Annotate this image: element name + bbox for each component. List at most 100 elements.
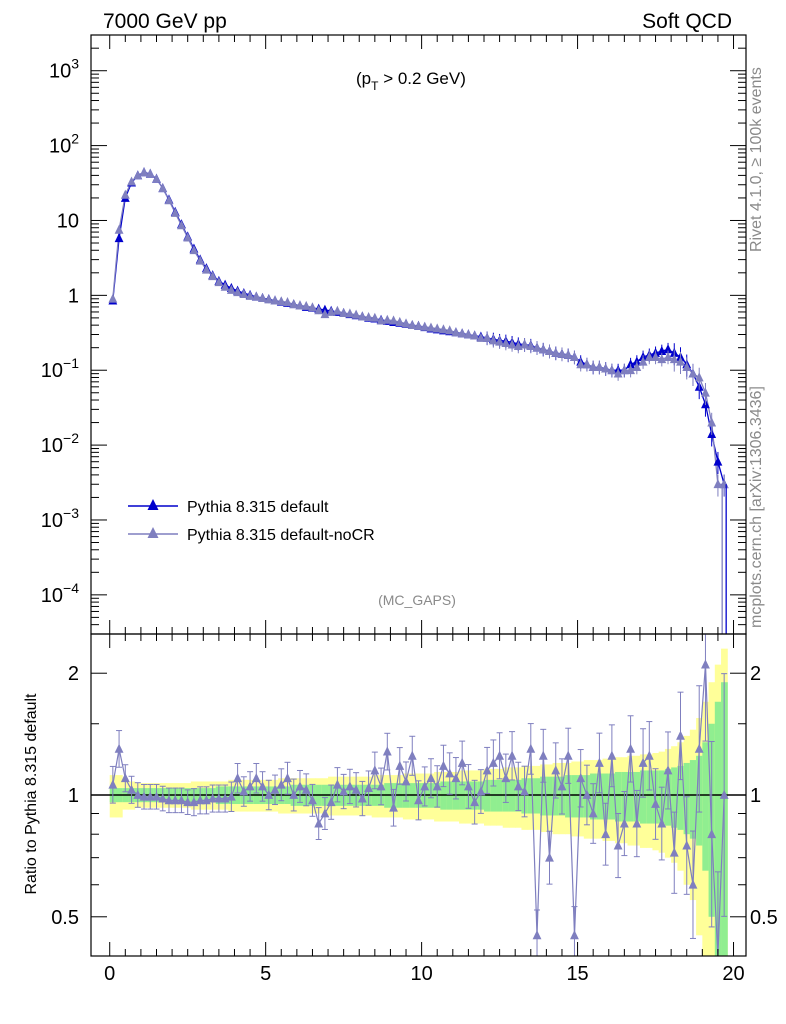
marker-nocr — [389, 315, 398, 325]
marker-nocr — [507, 339, 517, 349]
marker-nocr — [439, 324, 448, 334]
y-tick-label: 10−3 — [41, 505, 79, 532]
marker-nocr — [308, 302, 317, 312]
legend-marker-nocr — [147, 527, 159, 538]
ratio-marker — [245, 781, 255, 791]
ratio-marker — [183, 796, 193, 807]
marker-nocr — [676, 356, 685, 366]
y-tick-label: 0.5 — [51, 907, 79, 929]
header-left-label: 7000 GeV pp — [103, 10, 227, 33]
mcplots-reference-label: mcplots.cern.ch [arXiv:1306.3436] — [748, 386, 765, 628]
marker-nocr — [451, 327, 461, 337]
ratio-marker — [320, 808, 330, 818]
marker-nocr — [651, 351, 660, 361]
marker-nocr — [264, 294, 274, 304]
ratio-marker — [283, 773, 292, 783]
marker-nocr — [214, 276, 224, 287]
marker-nocr — [407, 319, 417, 330]
marker-nocr — [208, 271, 218, 281]
y-tick-label: 103 — [49, 56, 79, 83]
ratio-marker — [582, 789, 592, 799]
marker-nocr — [158, 182, 168, 193]
band-inner — [527, 778, 535, 814]
marker-nocr — [463, 329, 473, 339]
ratio-marker — [445, 768, 455, 778]
marker-nocr — [682, 361, 692, 372]
marker-nocr — [345, 308, 355, 318]
marker-nocr — [563, 349, 573, 359]
ratio-marker — [476, 786, 486, 796]
y-tick-label-right: 2 — [750, 663, 761, 685]
ratio-marker — [276, 779, 286, 789]
ratio-marker — [239, 786, 249, 796]
ratio-marker — [451, 773, 461, 783]
ratio-marker — [226, 791, 236, 801]
marker-nocr — [551, 347, 561, 357]
legend-marker-default — [147, 499, 159, 510]
ratio-marker — [295, 781, 305, 791]
x-tick-label: 20 — [722, 963, 744, 985]
marker-nocr — [632, 361, 642, 372]
band-inner — [602, 773, 610, 820]
y-tick-label: 10−1 — [41, 355, 79, 382]
marker-nocr — [420, 321, 430, 331]
marker-nocr — [445, 325, 455, 335]
marker-nocr — [669, 354, 679, 364]
ratio-marker — [507, 750, 517, 760]
ratio-marker — [632, 818, 642, 828]
marker-nocr — [401, 318, 411, 328]
marker-nocr — [133, 170, 143, 180]
marker-nocr — [482, 332, 492, 342]
marker-default — [626, 359, 636, 369]
x-tick-label: 10 — [410, 963, 432, 985]
y-tick-label: 1 — [68, 785, 79, 807]
marker-nocr — [501, 337, 511, 348]
marker-nocr — [520, 339, 529, 349]
marker-nocr — [532, 342, 542, 352]
marker-default — [713, 456, 723, 466]
band-inner — [714, 701, 722, 956]
ratio-marker — [644, 750, 654, 760]
y-tick-label-right: 0.5 — [750, 907, 778, 929]
marker-nocr — [713, 479, 723, 489]
ratio-marker — [551, 765, 561, 775]
ratio-marker — [145, 791, 155, 801]
marker-nocr — [644, 351, 654, 361]
marker-nocr — [251, 291, 261, 301]
marker-nocr — [470, 330, 480, 340]
marker-nocr — [332, 305, 342, 315]
legend-label-default: Pythia 8.315 default — [187, 499, 329, 516]
marker-nocr — [239, 288, 249, 298]
ratio-marker — [701, 659, 710, 669]
ratio-marker — [545, 852, 554, 862]
marker-nocr — [495, 336, 505, 346]
marker-nocr — [545, 345, 554, 356]
marker-nocr — [233, 287, 243, 297]
marker-nocr — [457, 328, 467, 338]
ratio-marker — [351, 784, 361, 794]
ratio-marker — [669, 847, 679, 857]
ratio-ylabel: Ratio to Pythia 8.315 default — [23, 693, 40, 895]
marker-nocr — [395, 316, 405, 326]
ratio-marker — [382, 746, 392, 756]
y-tick-label: 10 — [57, 210, 79, 232]
band-inner — [533, 778, 541, 814]
marker-nocr — [189, 245, 199, 255]
y-tick-label: 2 — [68, 663, 79, 685]
ratio-marker — [570, 930, 579, 940]
ratio-marker — [488, 757, 498, 767]
marker-nocr — [570, 351, 579, 361]
band-inner — [571, 775, 579, 818]
rivet-version-label: Rivet 4.1.0, ≥ 100k events — [748, 67, 765, 252]
ratio-marker — [594, 757, 604, 767]
marker-nocr — [283, 297, 292, 307]
marker-nocr — [382, 314, 392, 324]
marker-nocr — [719, 479, 729, 489]
marker-nocr — [426, 322, 436, 332]
marker-nocr — [164, 195, 174, 205]
marker-nocr — [376, 315, 386, 325]
ratio-marker — [526, 743, 536, 753]
ratio-marker — [538, 750, 548, 760]
ratio-marker — [195, 795, 205, 805]
